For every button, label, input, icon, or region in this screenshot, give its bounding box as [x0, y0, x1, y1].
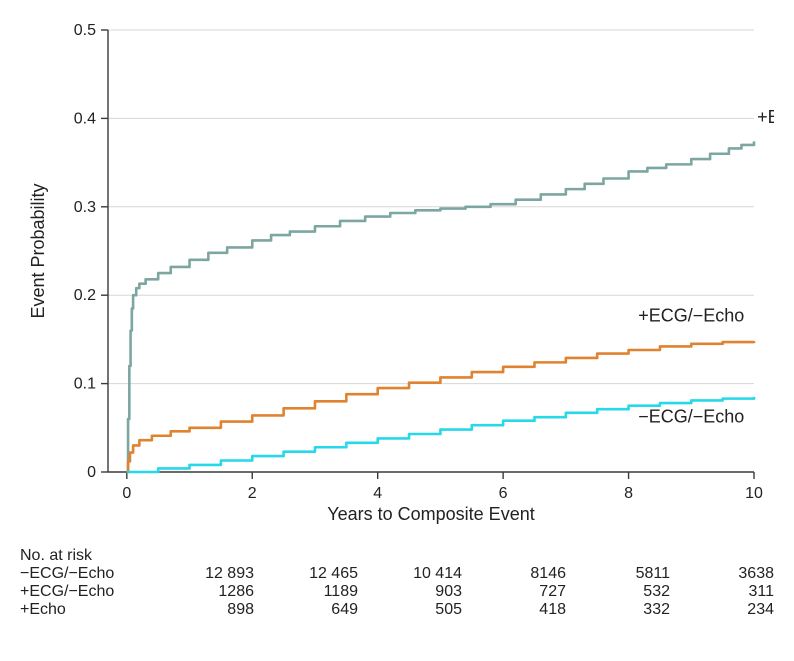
- series-annotation: +Echo: [757, 107, 774, 127]
- series-annotation: +ECG/−Echo: [638, 306, 744, 326]
- risk-cell: 727: [462, 583, 566, 601]
- x-tick-label: 2: [248, 485, 257, 502]
- x-axis-label: Years to Composite Event: [327, 504, 534, 524]
- risk-cell: 10 414: [358, 565, 462, 583]
- risk-cell: 8146: [462, 565, 566, 583]
- risk-table: No. at risk −ECG/−Echo12 89312 46510 414…: [20, 547, 774, 619]
- risk-cell: 418: [462, 601, 566, 619]
- y-tick-label: 0.3: [74, 199, 96, 216]
- y-tick-label: 0.5: [74, 22, 96, 39]
- y-tick-label: 0: [87, 464, 96, 481]
- risk-table-row: +Echo898649505418332234: [20, 601, 774, 619]
- risk-cell: 1189: [254, 583, 358, 601]
- risk-cell: 532: [566, 583, 670, 601]
- risk-cell: 12 465: [254, 565, 358, 583]
- risk-row-label: +Echo: [20, 601, 150, 619]
- risk-cell: 234: [670, 601, 774, 619]
- risk-cell: 1286: [150, 583, 254, 601]
- risk-cell: 3638: [670, 565, 774, 583]
- x-tick-label: 8: [624, 485, 633, 502]
- risk-cell: 5811: [566, 565, 670, 583]
- risk-table-row: +ECG/−Echo12861189903727532311: [20, 583, 774, 601]
- risk-row-label: −ECG/−Echo: [20, 565, 150, 583]
- x-tick-label: 4: [373, 485, 382, 502]
- y-tick-label: 0.1: [74, 376, 96, 393]
- risk-cell: 903: [358, 583, 462, 601]
- risk-cell: 12 893: [150, 565, 254, 583]
- x-tick-label: 10: [745, 485, 763, 502]
- series-annotation: −ECG/−Echo: [638, 406, 744, 426]
- x-tick-label: 0: [122, 485, 131, 502]
- figure-container: 0 2 4 6 8 10 0 0.1 0.2 0.3 0.4 0.5 Years to Composit…: [20, 20, 774, 619]
- x-tick-label: 6: [499, 485, 508, 502]
- risk-cell: 311: [670, 583, 774, 601]
- risk-table-row: −ECG/−Echo12 89312 46510 414814658113638: [20, 565, 774, 583]
- risk-cell: 898: [150, 601, 254, 619]
- risk-table-title: No. at risk: [20, 547, 150, 565]
- risk-cell: 649: [254, 601, 358, 619]
- risk-cell: 505: [358, 601, 462, 619]
- risk-cell: 332: [566, 601, 670, 619]
- y-axis-label: Event Probability: [28, 183, 48, 318]
- y-tick-label: 0.2: [74, 287, 96, 304]
- risk-row-label: +ECG/−Echo: [20, 583, 150, 601]
- survival-chart: 0 2 4 6 8 10 0 0.1 0.2 0.3 0.4 0.5 Years to Composit…: [20, 20, 774, 530]
- y-tick-label: 0.4: [74, 110, 96, 127]
